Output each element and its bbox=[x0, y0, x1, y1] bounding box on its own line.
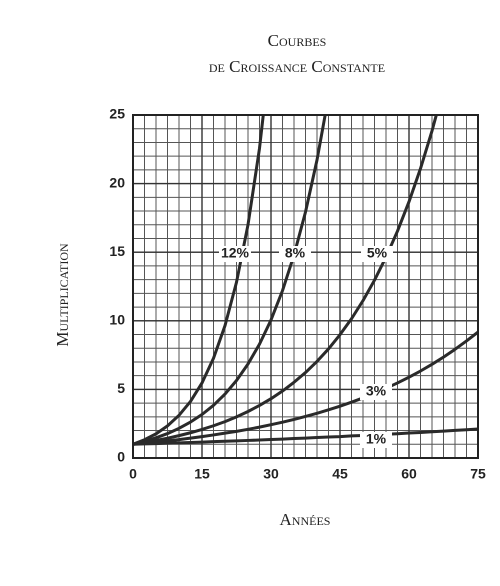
y-axis-title: Multiplication bbox=[53, 243, 72, 347]
series-label-bg bbox=[360, 384, 392, 400]
plot-lines bbox=[133, 115, 478, 446]
growth-curve bbox=[133, 330, 478, 446]
series-label: 5% bbox=[367, 245, 388, 261]
series-label: 1% bbox=[366, 431, 387, 447]
plot-frame bbox=[132, 114, 479, 459]
x-tick-label: 30 bbox=[263, 466, 279, 482]
x-tick-label: 45 bbox=[332, 466, 348, 482]
y-tick-label: 0 bbox=[117, 449, 125, 465]
y-tick-label: 25 bbox=[109, 106, 125, 122]
series-label: 3% bbox=[366, 383, 387, 399]
y-tick-label: 5 bbox=[117, 380, 125, 396]
growth-curve bbox=[133, 115, 265, 446]
series-label-bg bbox=[360, 432, 392, 448]
growth-curve bbox=[133, 427, 478, 446]
series-label-bg bbox=[219, 246, 251, 262]
series-label-bg bbox=[279, 246, 311, 262]
growth-curve bbox=[133, 115, 327, 446]
chart-title: Courbes bbox=[268, 31, 327, 50]
growth-curve bbox=[133, 115, 438, 446]
y-tick-label: 10 bbox=[109, 312, 125, 328]
x-axis-title: Années bbox=[280, 510, 331, 529]
grid bbox=[132, 114, 479, 459]
labels: 12% 8% 5% 3% 1% bbox=[219, 245, 393, 448]
series-label: 8% bbox=[285, 245, 306, 261]
x-tick-label: 75 bbox=[470, 466, 486, 482]
series-label: 12% bbox=[221, 245, 250, 261]
x-tick-label: 0 bbox=[129, 466, 137, 482]
series-label-bg bbox=[361, 246, 393, 262]
x-tick-label: 60 bbox=[401, 466, 417, 482]
y-tick-label: 15 bbox=[109, 243, 125, 259]
chart-title: de Croissance Constante bbox=[209, 57, 385, 76]
x-tick-label: 15 bbox=[194, 466, 210, 482]
y-tick-label: 20 bbox=[109, 174, 125, 190]
